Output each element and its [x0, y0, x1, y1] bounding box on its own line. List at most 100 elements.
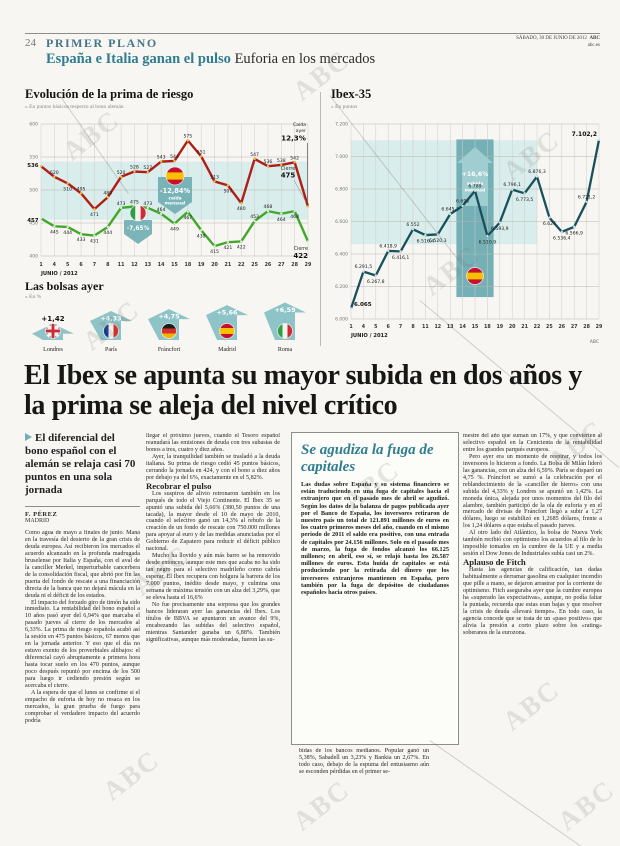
- svg-text:6.510,9: 6.510,9: [479, 239, 497, 245]
- date-text: SÁBADO, 30 DE JUNIO DE 2012: [516, 36, 587, 41]
- svg-text:551: 551: [197, 149, 206, 155]
- body-paragraph: llegar el próximo jueves, cuando el Teso…: [146, 433, 280, 453]
- svg-text:14: 14: [158, 262, 165, 268]
- svg-text:538: 538: [277, 158, 286, 164]
- capital-box-title: Se agudiza la fuga de capitales: [301, 442, 434, 475]
- svg-text:Cierre: Cierre: [281, 166, 295, 172]
- svg-text:520: 520: [117, 170, 126, 176]
- svg-text:22: 22: [238, 262, 245, 268]
- body-paragraph: Hasta las agencias de calificación, tan …: [463, 567, 602, 636]
- svg-text:471: 471: [90, 212, 99, 218]
- svg-text:444: 444: [103, 230, 112, 236]
- svg-text:6.600: 6.600: [335, 219, 348, 225]
- bourse-label-Londres: Londres: [43, 347, 63, 353]
- svg-text:19: 19: [496, 324, 503, 330]
- svg-text:6.800: 6.800: [335, 187, 348, 193]
- body-paragraph: Mucho ha llovido y aún más barro se ha r…: [146, 553, 280, 601]
- body-paragraph: Los suspiros de alivio retronaron tambié…: [146, 490, 280, 553]
- svg-text:8: 8: [106, 262, 110, 268]
- svg-text:550: 550: [29, 155, 38, 161]
- svg-text:6.536,4: 6.536,4: [553, 235, 571, 241]
- svg-text:6.291,5: 6.291,5: [355, 264, 373, 270]
- svg-text:+6,59: +6,59: [274, 306, 296, 314]
- svg-text:6.416,1: 6.416,1: [392, 255, 410, 261]
- shaded-band: [351, 140, 537, 245]
- svg-text:+1,42: +1,42: [41, 315, 64, 323]
- svg-text:433: 433: [77, 237, 86, 243]
- series-Italia: 457 445 444 433 431 444 473 475 473 464 449 467 439 4…: [27, 200, 310, 255]
- svg-text:600: 600: [29, 122, 38, 128]
- svg-text:422: 422: [293, 252, 308, 260]
- svg-text:575: 575: [183, 134, 192, 140]
- svg-text:6.552: 6.552: [406, 222, 419, 228]
- svg-text:-7,65%: -7,65%: [127, 226, 150, 232]
- svg-text:6.645,3: 6.645,3: [441, 207, 459, 213]
- svg-text:464: 464: [157, 207, 166, 213]
- svg-text:14: 14: [459, 324, 466, 330]
- svg-text:6: 6: [79, 262, 83, 268]
- svg-text:536: 536: [264, 159, 273, 165]
- body-paragraph: No fue precisamente una sorpresa que los…: [146, 601, 280, 643]
- svg-text:Cierre: Cierre: [294, 246, 308, 252]
- svg-text:ABC: ABC: [590, 339, 599, 345]
- svg-text:+4,75: +4,75: [158, 313, 179, 321]
- svg-text:400: 400: [29, 254, 38, 260]
- main-headline: El Ibex se apunta su mayor subida en dos…: [24, 360, 582, 421]
- svg-text:12,3%: 12,3%: [281, 134, 306, 143]
- svg-text:11: 11: [118, 262, 125, 268]
- subhead-recobrar: Recobrar el pulso: [146, 480, 212, 491]
- svg-text:500: 500: [29, 188, 38, 194]
- svg-text:7: 7: [399, 324, 402, 330]
- brand-text: ABC: [589, 36, 600, 41]
- body-paragraph: Como agua de mayo a finales de junio. Ma…: [25, 530, 140, 599]
- column-3-below-box: bidas de los bancos medianos. Popular ga…: [299, 748, 429, 840]
- bourses-title: Las bolsas ayer: [25, 279, 104, 293]
- svg-text:6.400: 6.400: [335, 252, 348, 258]
- svg-text:444: 444: [63, 230, 72, 236]
- bourses-plot: +1,42 Londres +4,33 París +4,75 Fráncfort +5,6…: [32, 302, 306, 353]
- svg-text:421: 421: [224, 245, 233, 251]
- kicker: España e Italia ganan el pulso Euforia e…: [46, 51, 375, 68]
- svg-text:12: 12: [434, 324, 441, 330]
- svg-text:26: 26: [265, 262, 272, 268]
- svg-text:7.102,2: 7.102,2: [572, 131, 597, 138]
- svg-text:6.624: 6.624: [543, 221, 556, 227]
- svg-text:7.200: 7.200: [335, 122, 348, 128]
- bullet-arrow-icon: [25, 433, 32, 441]
- gain-arrow-Madrid: +5,66: [206, 305, 248, 340]
- svg-text:+16,6%: +16,6%: [462, 171, 489, 178]
- svg-text:27: 27: [571, 324, 578, 330]
- svg-text:25: 25: [251, 262, 258, 268]
- svg-text:1: 1: [39, 262, 42, 268]
- svg-text:6.267,8: 6.267,8: [367, 279, 385, 285]
- series-ibex: 6.065 6.291,5 6.267,8 6.418,9 6.416,1 6.552 6.…: [349, 131, 601, 310]
- svg-text:6.773,5: 6.773,5: [516, 197, 534, 203]
- svg-text:547: 547: [250, 152, 259, 158]
- svg-text:subida: subida: [467, 181, 484, 187]
- gain-arrow-Fráncfort: +4,75: [148, 309, 190, 340]
- gain-arrow-París: +4,33: [90, 310, 132, 340]
- svg-text:29: 29: [305, 262, 312, 268]
- header-rule: [25, 33, 600, 34]
- svg-text:507: 507: [224, 188, 233, 194]
- svg-text:15: 15: [171, 262, 178, 268]
- svg-text:13: 13: [144, 262, 151, 268]
- svg-text:473: 473: [117, 201, 126, 207]
- svg-text:544: 544: [170, 154, 179, 160]
- bourse-label-Fráncfort: Fráncfort: [158, 346, 181, 353]
- svg-text:473: 473: [143, 201, 152, 207]
- svg-text:4: 4: [362, 324, 366, 330]
- flag-uk-icon: [45, 323, 61, 339]
- svg-text:543: 543: [157, 155, 166, 161]
- svg-text:ayer: ayer: [296, 128, 306, 134]
- ibex-plot: 1 4 5 6 7 8 11 12 13 14 15 18 19 20 21 22 25 26 27 28 297.20…: [335, 122, 603, 345]
- svg-text:21: 21: [521, 324, 528, 330]
- byline-location: MADRID: [25, 518, 50, 524]
- flag-es-icon: [219, 323, 235, 339]
- svg-text:528: 528: [130, 165, 139, 171]
- svg-text:6.520,3: 6.520,3: [429, 238, 447, 244]
- svg-text:8: 8: [411, 324, 415, 330]
